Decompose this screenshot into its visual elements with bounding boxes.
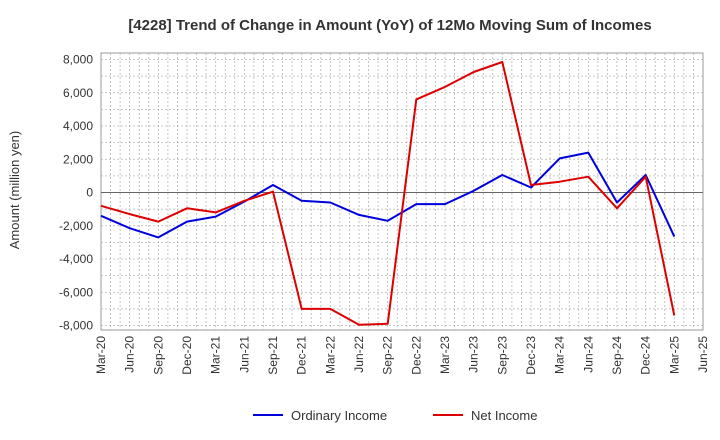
x-tick-label: Dec-21 <box>295 336 309 375</box>
y-tick-label: 8,000 <box>63 53 93 67</box>
plot-area: 8,000 6,000 4,000 2,000 0 -2,000 -4,000 -6,000 -… <box>59 52 710 375</box>
x-tick-label: Jun-24 <box>581 336 595 373</box>
x-tick-label: Jun-23 <box>467 336 481 373</box>
x-tick-label: Jun-21 <box>237 336 251 373</box>
legend: Ordinary Income Net Income <box>253 408 537 423</box>
x-tick-label: Mar-23 <box>438 336 452 374</box>
y-tick-label: 0 <box>86 186 93 200</box>
x-tick-label: Dec-20 <box>180 336 194 375</box>
x-tick-label: Mar-22 <box>323 336 337 374</box>
legend-label-ordinary-income: Ordinary Income <box>291 408 387 423</box>
x-tick-label: Dec-22 <box>409 336 423 375</box>
plot-frame <box>100 52 704 331</box>
x-tick-label: Dec-24 <box>639 336 653 375</box>
y-tick-label: -4,000 <box>59 252 93 266</box>
y-tick-label: -8,000 <box>59 319 93 333</box>
x-tick-label: Mar-25 <box>667 336 681 374</box>
legend-label-net-income: Net Income <box>471 408 537 423</box>
x-tick-label: Mar-24 <box>553 336 567 374</box>
ordinary-income-line <box>100 151 676 239</box>
y-tick-label: -6,000 <box>59 285 93 299</box>
y-axis-label: Amount (million yen) <box>7 131 22 250</box>
x-tick-label: Dec-23 <box>524 336 538 375</box>
x-tick-label: Sep-23 <box>495 336 509 375</box>
x-tick-label: Jun-25 <box>696 336 710 373</box>
x-tick-label: Jun-22 <box>352 336 366 373</box>
y-tick-label: 6,000 <box>63 86 93 100</box>
x-tick-label: Sep-21 <box>266 336 280 375</box>
x-tick-label: Mar-21 <box>209 336 223 374</box>
y-tick-label: 4,000 <box>63 119 93 133</box>
y-tick-label: -2,000 <box>59 219 93 233</box>
x-tick-label: Sep-24 <box>610 336 624 375</box>
chart-title: [4228] Trend of Change in Amount (YoY) o… <box>128 17 651 34</box>
x-tick-label: Mar-20 <box>94 336 108 374</box>
x-tick-label: Sep-20 <box>151 336 165 375</box>
x-tick-label: Sep-22 <box>381 336 395 375</box>
x-tick-label: Jun-20 <box>123 336 137 373</box>
y-tick-label: 2,000 <box>63 152 93 166</box>
net-income-line <box>100 61 676 326</box>
